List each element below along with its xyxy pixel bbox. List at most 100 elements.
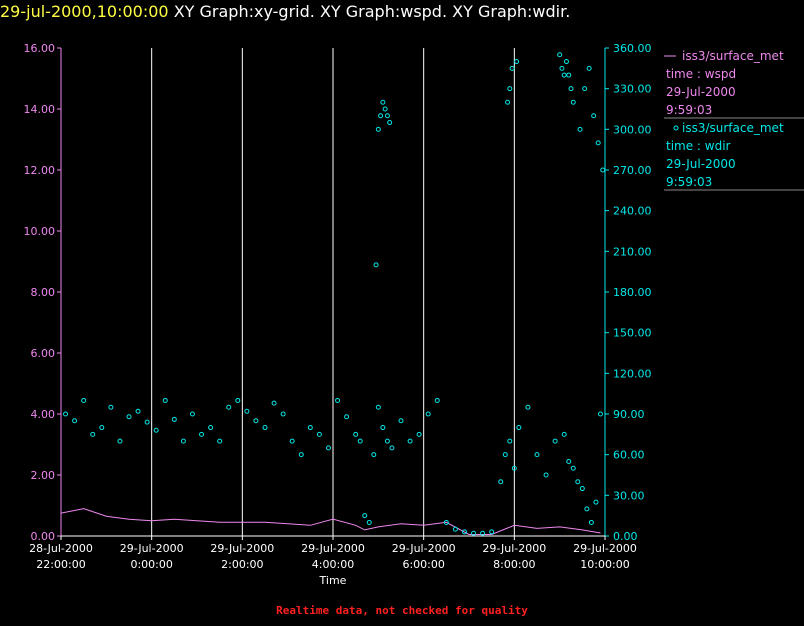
wdir-point [366,519,372,525]
wdir-point [378,113,384,119]
x-tick-time: 4:00:00 [312,558,354,571]
right-tick-label: 0.00 [613,530,638,543]
wdir-point [505,99,511,105]
wdir-point [153,427,159,433]
wdir-point [226,404,232,410]
x-tick-date: 29-Jul-2000 [573,542,637,555]
x-tick-time: 22:00:00 [36,558,85,571]
right-tick-label: 240.00 [613,205,652,218]
axes-layer: 0.00 2.00 4.00 6.00 8.00 10.00 12.00 14.00 16.00… [24,42,652,587]
wdir-point [593,499,599,505]
wdir-point [199,431,205,437]
wdir-point [108,404,114,410]
wdir-point [375,404,381,410]
grid-layer [151,48,515,536]
x-tick-date: 28-Jul-2000 [29,542,93,555]
wdir-point [559,65,565,71]
wdir-point [561,431,567,437]
wdir-point [262,425,268,431]
wdir-point [461,529,467,535]
right-tick-label: 180.00 [613,286,652,299]
wdir-point [471,530,477,536]
right-tick-label: 210.00 [613,245,652,258]
wdir-point [502,452,508,458]
wdir-point [63,411,69,417]
wdir-point [253,418,259,424]
right-tick-label: 60.00 [613,449,645,462]
wdir-point [371,452,377,458]
legend-text-line: 9:59:03 [666,175,712,189]
wdir-point [566,72,572,78]
wdir-point [407,438,413,444]
wdir-point [387,120,393,126]
wdir-point [298,452,304,458]
wdir-point [72,418,78,424]
x-axis-label: Time [319,574,347,587]
wdir-point [217,438,223,444]
wdir-point [498,479,504,485]
left-tick-label: 4.00 [31,408,56,421]
wdir-point [570,99,576,105]
wdir-point [591,113,597,119]
wdir-point [507,438,513,444]
wdir-point [380,99,386,105]
wdir-point [514,59,520,65]
legend-text-line: time : wdir [666,139,731,153]
right-tick-label: 360.00 [613,42,652,55]
plot-layer [60,52,606,536]
legend-text-line: 29-Jul-2000 [666,85,736,99]
left-tick-label: 8.00 [31,286,56,299]
wdir-point [280,411,286,417]
title-graph-1: XY Graph:xy-grid. [173,2,315,21]
wdir-point [171,416,177,422]
wdir-point [362,513,368,519]
wdir-point [566,458,572,464]
wdir-point [325,445,331,451]
wdir-point [588,519,594,525]
wdir-point [568,86,574,92]
right-tick-label: 270.00 [613,164,652,177]
wdir-point [208,425,214,431]
wdir-point [509,65,515,71]
legend-point-swatch [673,125,679,131]
right-tick-label: 300.00 [613,123,652,136]
right-tick-label: 90.00 [613,408,645,421]
title-graph-3: XY Graph:wdir. [452,2,571,21]
wdir-point [271,400,277,406]
wdir-point [586,65,592,71]
wdir-point [552,438,558,444]
wdir-point [575,479,581,485]
legend-text-line: 29-Jul-2000 [666,157,736,171]
wdir-point [425,411,431,417]
x-tick-date: 29-Jul-2000 [120,542,184,555]
left-tick-label: 12.00 [24,164,56,177]
wdir-point [382,106,388,112]
wdir-point [162,397,168,403]
wdir-point [570,465,576,471]
wdir-point [135,408,141,414]
x-tick-time: 6:00:00 [402,558,444,571]
wdir-point [534,452,540,458]
wdir-point [480,530,486,536]
wdir-point [375,126,381,132]
wdir-point [452,526,458,532]
wdir-point [416,431,422,437]
wdir-point [373,262,379,268]
wdir-point [307,425,313,431]
wdir-point [595,140,601,146]
right-tick-label: 150.00 [613,327,652,340]
wdir-point [344,414,350,420]
wdir-point [507,86,513,92]
wdir-point [335,397,341,403]
wdir-point [99,425,105,431]
wdir-point [180,438,186,444]
left-tick-label: 6.00 [31,347,56,360]
wdir-point [81,397,87,403]
wdir-point [525,404,531,410]
wdir-point [244,408,250,414]
x-tick-date: 29-Jul-2000 [392,542,456,555]
wdir-point [582,86,588,92]
wdir-point [563,59,569,65]
x-tick-date: 29-Jul-2000 [482,542,546,555]
